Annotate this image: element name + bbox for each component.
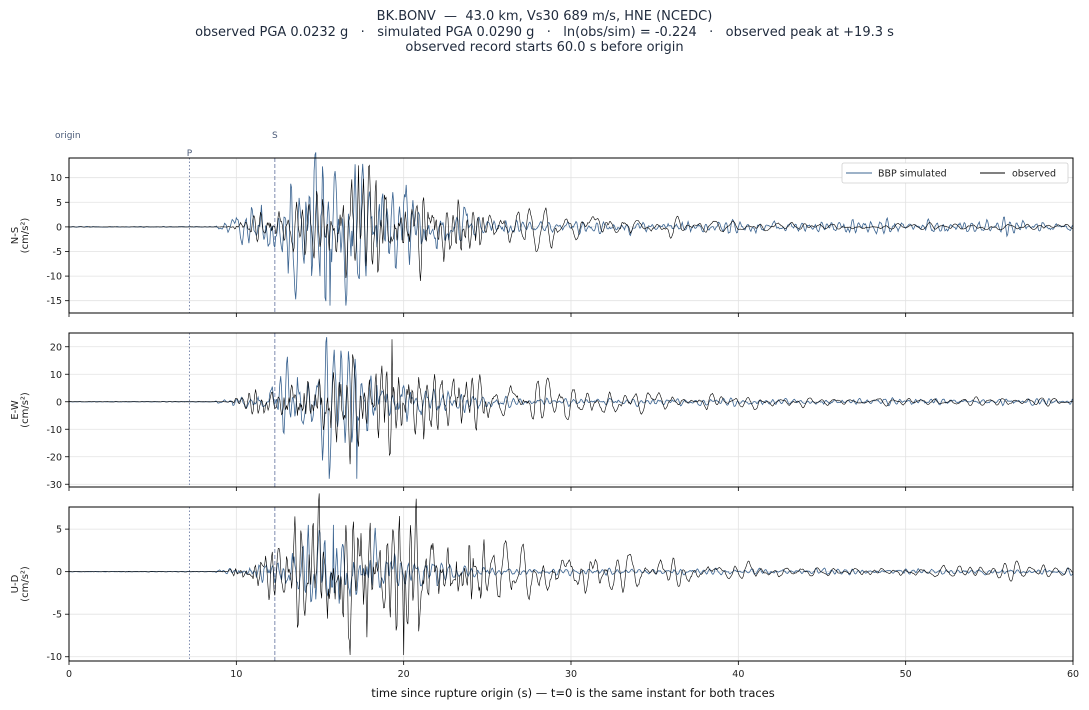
- y-axis-label-component: N-S: [10, 227, 21, 244]
- panel-e-w: 20 10 0 -10 -20 -30 E-W(cm/s²): [10, 332, 1074, 491]
- panel-u-d: 50-5-100 10 20 30 40 50 60U-D(cm/s²): [10, 493, 1079, 680]
- legend-box: [841, 162, 1069, 184]
- series-observed: [68, 339, 1073, 465]
- chart-title: BK.BONV — 43.0 km, Vs30 689 m/s, HNE (NC…: [0, 9, 1089, 56]
- title-line-3: observed record starts 60.0 s before ori…: [405, 40, 684, 55]
- p-phase-label: P: [187, 149, 193, 159]
- y-tick-label: 0: [56, 567, 62, 578]
- y-tick-label: 10: [50, 173, 62, 184]
- legend-observed-label: observed: [1012, 169, 1056, 180]
- y-tick-label: -10: [46, 272, 62, 283]
- y-tick-label: 0: [56, 397, 62, 408]
- x-tick-label: 60: [1067, 669, 1079, 680]
- x-tick-label: 0: [66, 669, 72, 680]
- legend-simulated-label: BBP simulated: [878, 169, 947, 180]
- y-tick-label: -5: [53, 610, 62, 621]
- y-axis-label-unit: (cm/s²): [20, 392, 31, 428]
- title-line-1: BK.BONV — 43.0 km, Vs30 689 m/s, HNE (NC…: [376, 9, 713, 24]
- y-axis-label-unit: (cm/s²): [20, 218, 31, 254]
- y-axis-label-component: U-D: [10, 574, 21, 593]
- x-tick-label: 50: [900, 669, 912, 680]
- series-observed: [69, 493, 1074, 656]
- y-tick-label: 10: [50, 370, 62, 381]
- y-tick-label: 0: [56, 222, 62, 233]
- title-line-2: observed PGA 0.0232 g · simulated PGA 0.…: [195, 24, 894, 40]
- series-observed: [69, 164, 1074, 282]
- s-phase-label: S: [272, 131, 278, 141]
- y-tick-label: -15: [46, 296, 62, 307]
- y-tick-label: 20: [50, 342, 62, 353]
- origin-label: origin: [55, 131, 81, 141]
- y-tick-label: -10: [46, 425, 62, 436]
- y-tick-label: -5: [53, 247, 62, 258]
- y-axis-label: U-D(cm/s²): [10, 566, 31, 602]
- y-tick-label: -30: [46, 480, 62, 491]
- x-tick-label: 30: [565, 669, 577, 680]
- panel-n-s: 10 5 0 -5 -10 -15 N-S(cm/s²) origin P S BBP simula…: [10, 131, 1074, 317]
- y-axis-label-unit: (cm/s²): [20, 566, 31, 602]
- x-tick-label: 20: [398, 669, 410, 680]
- x-axis-label: time since rupture origin (s) — t=0 is t…: [371, 686, 775, 700]
- x-tick-label: 40: [732, 669, 744, 680]
- x-tick-label: 10: [230, 669, 242, 680]
- legend: BBP simulated observed: [841, 162, 1069, 184]
- y-tick-label: -10: [46, 652, 62, 663]
- y-tick-label: 5: [56, 198, 62, 209]
- y-axis-label-component: E-W: [10, 400, 21, 420]
- y-axis-label: N-S(cm/s²): [10, 218, 31, 254]
- y-axis-label: E-W(cm/s²): [10, 392, 31, 428]
- series-simulated: [68, 524, 1074, 604]
- y-tick-label: -20: [46, 452, 62, 463]
- y-tick-label: 5: [56, 525, 62, 536]
- series-simulated: [69, 152, 1074, 306]
